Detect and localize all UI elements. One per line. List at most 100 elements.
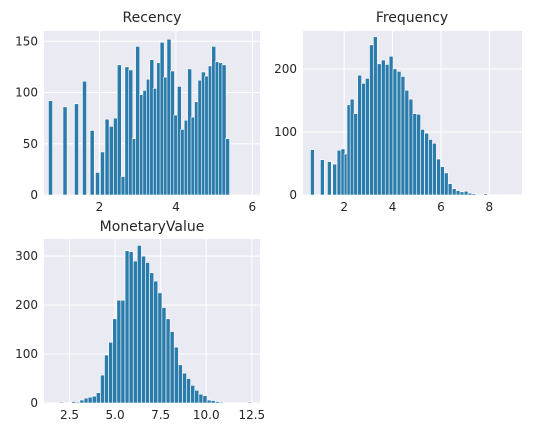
recency-bar xyxy=(113,117,118,196)
monetaryvalue-x-tick-label: 7.5 xyxy=(151,408,170,422)
frequency-x-tick-label: 6 xyxy=(437,200,445,214)
monetaryvalue-bar xyxy=(120,299,126,404)
frequency-bar xyxy=(412,113,418,196)
frequency-bar xyxy=(416,113,421,196)
frequency-bar xyxy=(388,55,394,196)
frequency-bar xyxy=(483,193,488,196)
monetaryvalue-bar xyxy=(108,341,114,404)
recency-x-tick-label: 6 xyxy=(249,200,257,214)
recency-title: Recency xyxy=(123,10,182,26)
monetaryvalue-bar xyxy=(153,280,159,404)
recency-y-tick-label: 0 xyxy=(30,188,38,202)
monetaryvalue-bar xyxy=(194,389,200,404)
frequency-x-tick-label: 8 xyxy=(486,200,494,214)
frequency-bar xyxy=(365,78,370,196)
frequency-bar xyxy=(332,163,337,196)
monetaryvalue-bar xyxy=(198,393,204,404)
frequency-bar xyxy=(400,76,406,196)
monetaryvalue-bar xyxy=(247,401,253,404)
recency-bar xyxy=(100,151,105,196)
frequency-bar xyxy=(503,194,508,196)
monetaryvalue-x-tick-label: 12.5 xyxy=(238,408,265,422)
frequency-bar xyxy=(320,159,325,196)
monetaryvalue-bar xyxy=(87,396,93,404)
frequency-y-tick-label: 100 xyxy=(274,125,297,139)
monetaryvalue-x-tick-label: 2.5 xyxy=(60,408,79,422)
recency-bar xyxy=(89,130,95,196)
frequency-bar xyxy=(428,139,433,196)
recency-bar xyxy=(221,64,227,196)
monetaryvalue-x-tick-label: 10.0 xyxy=(193,408,220,422)
recency-bar xyxy=(48,100,53,196)
recency-y-tick-label: 150 xyxy=(15,34,38,48)
frequency-x-tick-label: 4 xyxy=(389,200,397,214)
recency-bar xyxy=(135,46,141,196)
monetaryvalue-bar xyxy=(214,401,220,404)
monetaryvalue-bar xyxy=(100,374,105,404)
monetaryvalue-bar xyxy=(79,399,85,404)
monetaryvalue-bar xyxy=(71,401,77,404)
monetaryvalue-bar xyxy=(177,364,183,404)
monetaryvalue-bar xyxy=(206,399,212,404)
monetaryvalue-bar xyxy=(149,272,155,404)
monetaryvalue-bar xyxy=(83,397,89,404)
monetaryvalue-bar xyxy=(145,262,150,404)
recency-x-tick-label: 2 xyxy=(96,200,104,214)
monetaryvalue-bar xyxy=(95,392,101,404)
recency-bar xyxy=(95,172,100,196)
recency-bar xyxy=(108,126,114,196)
monetaryvalue-bar xyxy=(161,307,167,404)
recency-histogram: 2 4 6 0 50 100 150 Recency xyxy=(15,10,260,214)
monetaryvalue-bar xyxy=(169,331,175,404)
monetaryvalue-bar xyxy=(128,251,134,404)
frequency-x-tick-label: 2 xyxy=(340,200,348,214)
monetaryvalue-bar xyxy=(59,401,64,404)
monetaryvalue-bar xyxy=(210,400,216,404)
frequency-bar xyxy=(384,64,390,196)
frequency-bar xyxy=(447,183,453,196)
recency-y-tick-label: 50 xyxy=(23,137,38,151)
monetaryvalue-x-tick-label: 5.0 xyxy=(106,408,125,422)
recency-bar xyxy=(82,80,87,196)
frequency-bar xyxy=(392,68,398,196)
frequency-bar xyxy=(373,36,378,196)
frequency-y-tick-label: 0 xyxy=(289,188,297,202)
frequency-histogram: 2 4 6 8 0 100 200 Frequency xyxy=(274,10,522,214)
recency-bar xyxy=(128,69,134,196)
frequency-bar xyxy=(381,59,386,196)
frequency-bar xyxy=(310,149,315,196)
monetaryvalue-title: MonetaryValue xyxy=(100,219,205,235)
monetaryvalue-bar xyxy=(202,395,208,404)
recency-x-tick-label: 4 xyxy=(172,200,180,214)
frequency-bar xyxy=(491,194,496,196)
frequency-bar xyxy=(459,191,465,196)
monetaryvalue-histogram: 2.5 5.0 7.5 10.0 12.5 0 100 200 300 MonetaryValu… xyxy=(15,219,265,422)
frequency-bar xyxy=(424,132,429,196)
frequency-bar xyxy=(420,129,425,196)
frequency-bar xyxy=(475,194,480,196)
recency-bar xyxy=(124,66,130,196)
frequency-bar xyxy=(440,166,445,196)
recency-y-tick-label: 100 xyxy=(15,86,38,100)
frequency-bar xyxy=(479,194,485,196)
monetaryvalue-bar xyxy=(75,401,81,404)
frequency-bar xyxy=(408,98,414,196)
recency-bar xyxy=(116,64,122,196)
frequency-bar xyxy=(396,71,402,196)
recency-bar xyxy=(104,118,110,196)
monetaryvalue-bar xyxy=(190,385,196,404)
recency-bar xyxy=(120,176,126,196)
frequency-y-tick-label: 200 xyxy=(274,62,297,76)
monetaryvalue-y-tick-label: 200 xyxy=(15,298,38,312)
frequency-bar xyxy=(432,142,437,196)
frequency-bar xyxy=(511,194,516,196)
monetaryvalue-bar xyxy=(116,299,122,404)
frequency-bar xyxy=(463,190,469,196)
frequency-bar xyxy=(487,194,492,196)
monetaryvalue-y-tick-label: 300 xyxy=(15,249,38,263)
monetaryvalue-y-tick-label: 0 xyxy=(30,396,38,410)
frequency-bar xyxy=(361,83,366,196)
frequency-bar xyxy=(376,63,382,196)
monetaryvalue-bar xyxy=(132,260,138,404)
recency-bar xyxy=(74,103,79,196)
